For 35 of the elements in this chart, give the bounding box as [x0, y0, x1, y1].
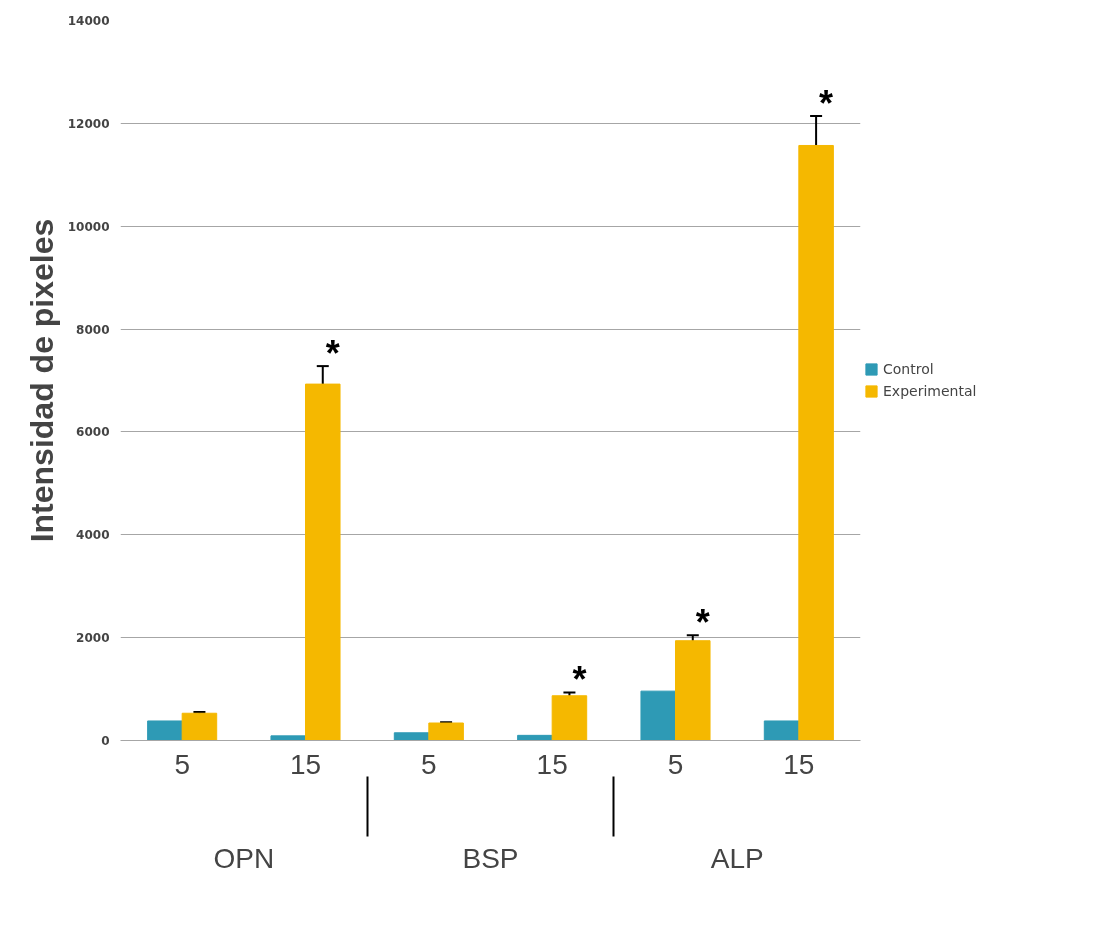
legend-label: Experimental: [883, 383, 977, 399]
bar: [181, 712, 218, 741]
bar: [428, 722, 464, 741]
bar: [763, 720, 800, 741]
bar: [675, 640, 711, 741]
x-tick-label: 15: [536, 748, 568, 780]
bar: [305, 383, 341, 741]
bar: [393, 732, 430, 741]
y-tick-label: 8000: [76, 322, 110, 337]
data-label: *: [325, 333, 340, 375]
x-tick-label: 5: [174, 748, 190, 780]
data-label: *: [819, 82, 834, 124]
y-tick-label: 12000: [67, 116, 110, 131]
y-tick-label: 2000: [76, 631, 110, 646]
x-tick-label: 15: [289, 748, 322, 780]
data-label: *: [695, 602, 710, 644]
y-axis-title: Intensidad de pixeles: [23, 218, 60, 543]
y-tick-label: 14000: [67, 14, 110, 28]
legend-label: Control: [883, 361, 934, 377]
data-label: *: [572, 659, 587, 701]
y-tick-label: 10000: [67, 219, 110, 234]
text: OPN: [213, 842, 275, 874]
x-tick-label: 5: [421, 748, 437, 780]
bar: [147, 720, 183, 741]
bar: [551, 695, 588, 741]
bar: [640, 690, 676, 741]
x-tick-label: 5: [667, 748, 684, 780]
y-tick-label: 0: [101, 734, 110, 748]
x-tick-label: 15: [783, 748, 815, 780]
text: BSP: [462, 842, 519, 874]
text: ALP: [710, 842, 764, 874]
y-tick-label: 4000: [76, 528, 110, 543]
bar: [798, 144, 834, 741]
y-tick-label: 6000: [76, 425, 110, 440]
bar: [270, 735, 306, 741]
